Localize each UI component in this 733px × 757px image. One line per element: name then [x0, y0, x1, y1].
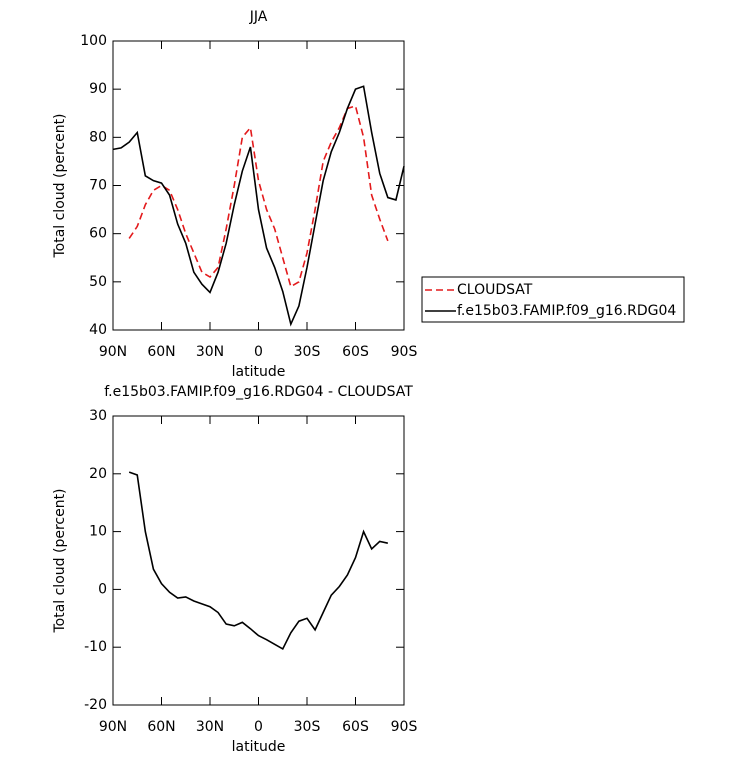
y-tick-label: 0	[98, 581, 107, 597]
x-tick-label: 90N	[99, 344, 127, 360]
y-tick-label: 100	[80, 33, 107, 49]
x-tick-label: 90S	[391, 344, 418, 360]
y-axis-label: Total cloud (percent)	[52, 113, 68, 258]
chart-title: f.e15b03.FAMIP.f09_g16.RDG04 - CLOUDSAT	[104, 384, 413, 400]
y-tick-label: 80	[89, 129, 107, 145]
x-tick-label: 60N	[147, 344, 175, 360]
x-tick-label: 90N	[99, 719, 127, 735]
y-tick-label: 70	[89, 178, 107, 194]
x-axis-label: latitude	[232, 364, 286, 380]
plot-frame	[112, 415, 405, 706]
x-tick-label: 90S	[391, 719, 418, 735]
y-tick-label: -10	[84, 639, 107, 655]
x-tick-label: 30N	[196, 344, 224, 360]
data-line	[128, 471, 388, 651]
y-tick-label: 50	[89, 274, 107, 290]
x-tick-label: 0	[254, 719, 263, 735]
legend-box	[421, 276, 685, 323]
y-tick-label: 30	[89, 408, 107, 424]
y-tick-label: -20	[84, 697, 107, 713]
y-tick-label: 90	[89, 81, 107, 97]
x-tick-label: 30S	[294, 719, 321, 735]
x-tick-label: 60S	[342, 344, 369, 360]
data-line	[128, 105, 389, 288]
y-tick-label: 20	[89, 466, 107, 482]
x-tick-label: 30N	[196, 719, 224, 735]
y-tick-label: 40	[89, 322, 107, 338]
legend-label: f.e15b03.FAMIP.f09_g16.RDG04	[457, 303, 676, 319]
plot-frame	[112, 40, 405, 331]
chart-title: JJA	[249, 9, 268, 25]
legend-label: CLOUDSAT	[457, 282, 533, 298]
x-tick-label: 60N	[147, 719, 175, 735]
y-tick-label: 10	[89, 524, 107, 540]
data-line	[112, 85, 405, 327]
x-tick-label: 30S	[294, 344, 321, 360]
x-tick-label: 60S	[342, 719, 369, 735]
y-axis-label: Total cloud (percent)	[52, 488, 68, 633]
x-axis-label: latitude	[232, 739, 286, 755]
y-tick-label: 60	[89, 226, 107, 242]
x-tick-label: 0	[254, 344, 263, 360]
